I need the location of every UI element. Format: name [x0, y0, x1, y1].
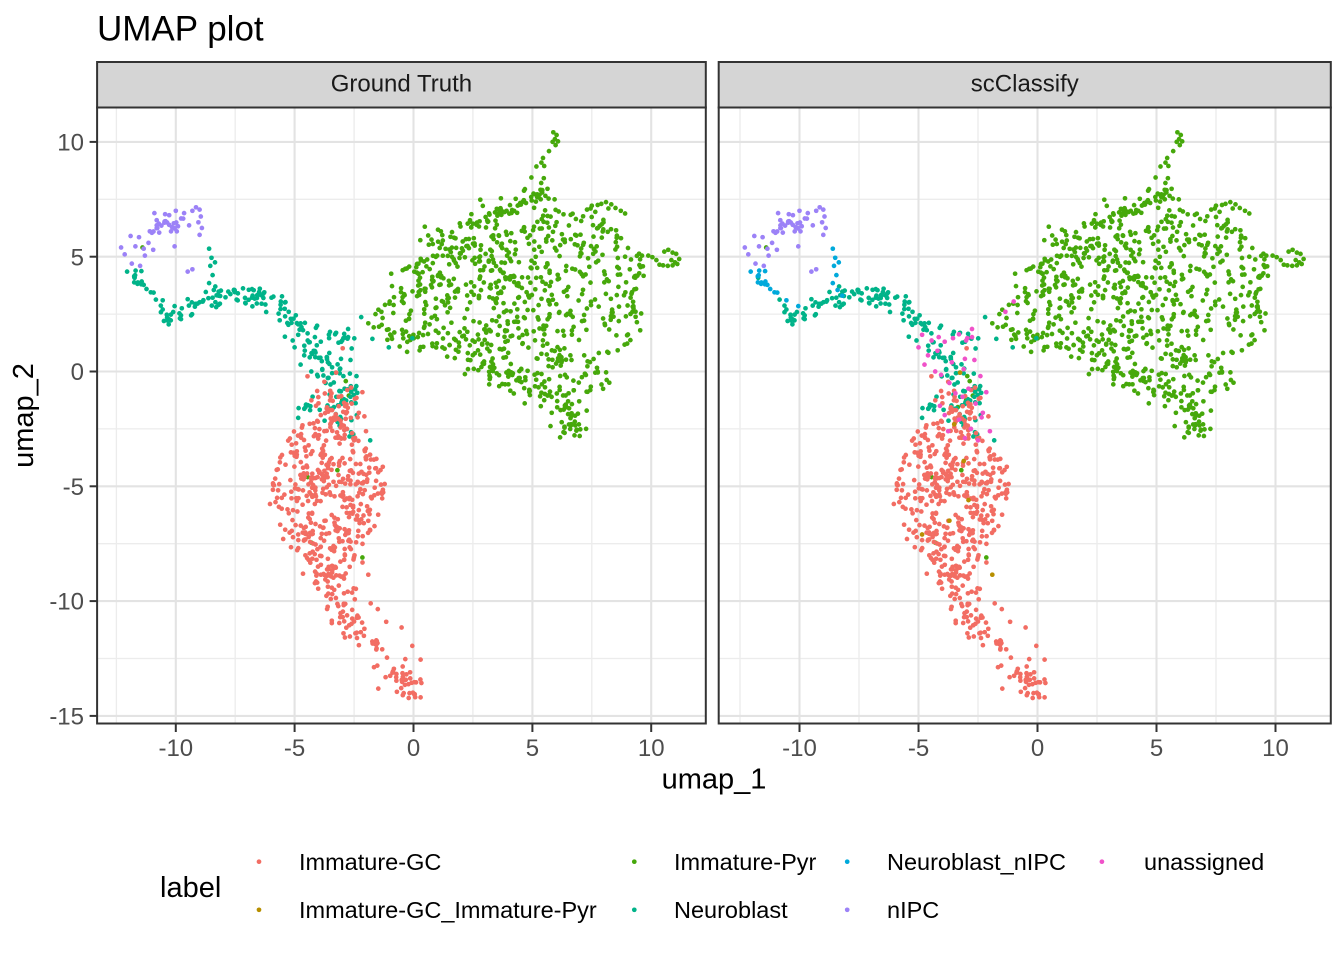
svg-text:Neuroblast: Neuroblast [674, 897, 788, 923]
svg-text:-10: -10 [782, 735, 817, 762]
svg-text:0: 0 [71, 359, 84, 386]
svg-text:Ground Truth: Ground Truth [331, 71, 472, 98]
svg-text:Neuroblast_nIPC: Neuroblast_nIPC [887, 849, 1066, 875]
svg-text:Immature-GC: Immature-GC [299, 849, 441, 875]
svg-text:Immature-Pyr: Immature-Pyr [674, 849, 816, 875]
svg-text:0: 0 [407, 735, 420, 762]
svg-text:-15: -15 [49, 704, 84, 731]
svg-text:5: 5 [71, 244, 84, 271]
svg-text:-5: -5 [284, 735, 305, 762]
svg-text:10: 10 [638, 735, 665, 762]
svg-text:-10: -10 [158, 735, 193, 762]
svg-text:nIPC: nIPC [887, 897, 939, 923]
svg-text:Immature-GC_Immature-Pyr: Immature-GC_Immature-Pyr [299, 897, 597, 923]
svg-text:10: 10 [57, 130, 84, 157]
svg-text:scClassify: scClassify [971, 71, 1079, 98]
svg-text:10: 10 [1262, 735, 1289, 762]
svg-text:5: 5 [1150, 735, 1163, 762]
svg-text:-10: -10 [49, 589, 84, 616]
svg-text:label: label [160, 872, 221, 904]
svg-text:0: 0 [1031, 735, 1044, 762]
svg-text:-5: -5 [63, 474, 84, 501]
svg-text:UMAP plot: UMAP plot [97, 10, 264, 49]
svg-text:umap_2: umap_2 [8, 363, 40, 468]
svg-text:-5: -5 [908, 735, 929, 762]
svg-text:unassigned: unassigned [1144, 849, 1264, 875]
svg-text:umap_1: umap_1 [662, 764, 767, 796]
svg-text:5: 5 [526, 735, 539, 762]
